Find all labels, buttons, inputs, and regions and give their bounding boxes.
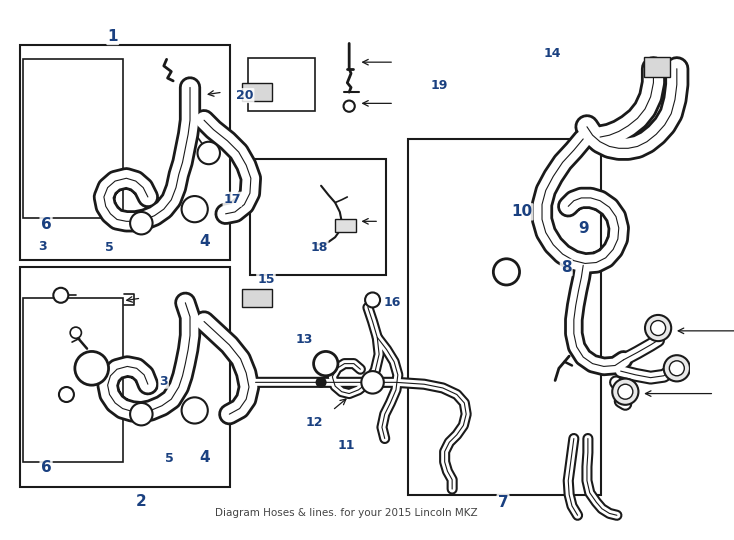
Bar [248,58,316,111]
Circle shape [664,355,690,381]
Bar [20,267,230,488]
Bar [242,83,272,102]
Text: 2: 2 [137,494,147,509]
Circle shape [618,384,633,399]
Text: 5: 5 [105,241,114,254]
Circle shape [361,371,384,394]
Circle shape [54,288,68,303]
Text: 16: 16 [384,296,401,309]
Text: 5: 5 [165,451,174,464]
Bar [335,219,356,232]
Bar [20,45,230,260]
Text: 1: 1 [107,29,118,44]
Circle shape [181,196,208,222]
Text: 9: 9 [578,221,589,236]
Text: 6: 6 [40,460,51,475]
Text: 11: 11 [338,440,355,453]
Text: 18: 18 [310,241,327,254]
Circle shape [130,212,153,234]
Circle shape [645,315,671,341]
Text: Diagram Hoses & lines. for your 2015 Lincoln MKZ: Diagram Hoses & lines. for your 2015 Lin… [215,508,478,518]
Circle shape [59,387,74,402]
Text: 17: 17 [224,193,241,206]
Circle shape [75,352,109,385]
Text: 14: 14 [544,47,562,60]
Text: 7: 7 [498,495,509,510]
Bar [242,289,272,307]
Circle shape [181,397,208,423]
Text: 4: 4 [200,234,210,249]
Text: 3: 3 [159,375,168,388]
Text: 19: 19 [430,79,448,92]
Circle shape [344,100,355,112]
Circle shape [365,293,380,307]
Text: 12: 12 [305,416,323,429]
Bar [250,159,386,275]
Text: 10: 10 [511,204,532,219]
Text: 15: 15 [257,273,275,286]
Circle shape [612,379,639,405]
Text: 4: 4 [200,449,210,464]
Bar [23,59,123,219]
Circle shape [669,361,684,376]
Circle shape [197,141,220,164]
Circle shape [650,321,666,335]
Bar [644,57,670,77]
Text: 6: 6 [40,217,51,232]
Text: 20: 20 [236,89,253,102]
Circle shape [493,259,520,285]
Text: 13: 13 [295,333,313,346]
Text: 3: 3 [38,240,47,253]
Circle shape [130,403,153,426]
Bar [23,298,123,462]
Text: 8: 8 [561,260,572,275]
Circle shape [70,327,81,339]
Bar [408,139,600,495]
Circle shape [316,377,326,387]
Circle shape [313,352,338,376]
